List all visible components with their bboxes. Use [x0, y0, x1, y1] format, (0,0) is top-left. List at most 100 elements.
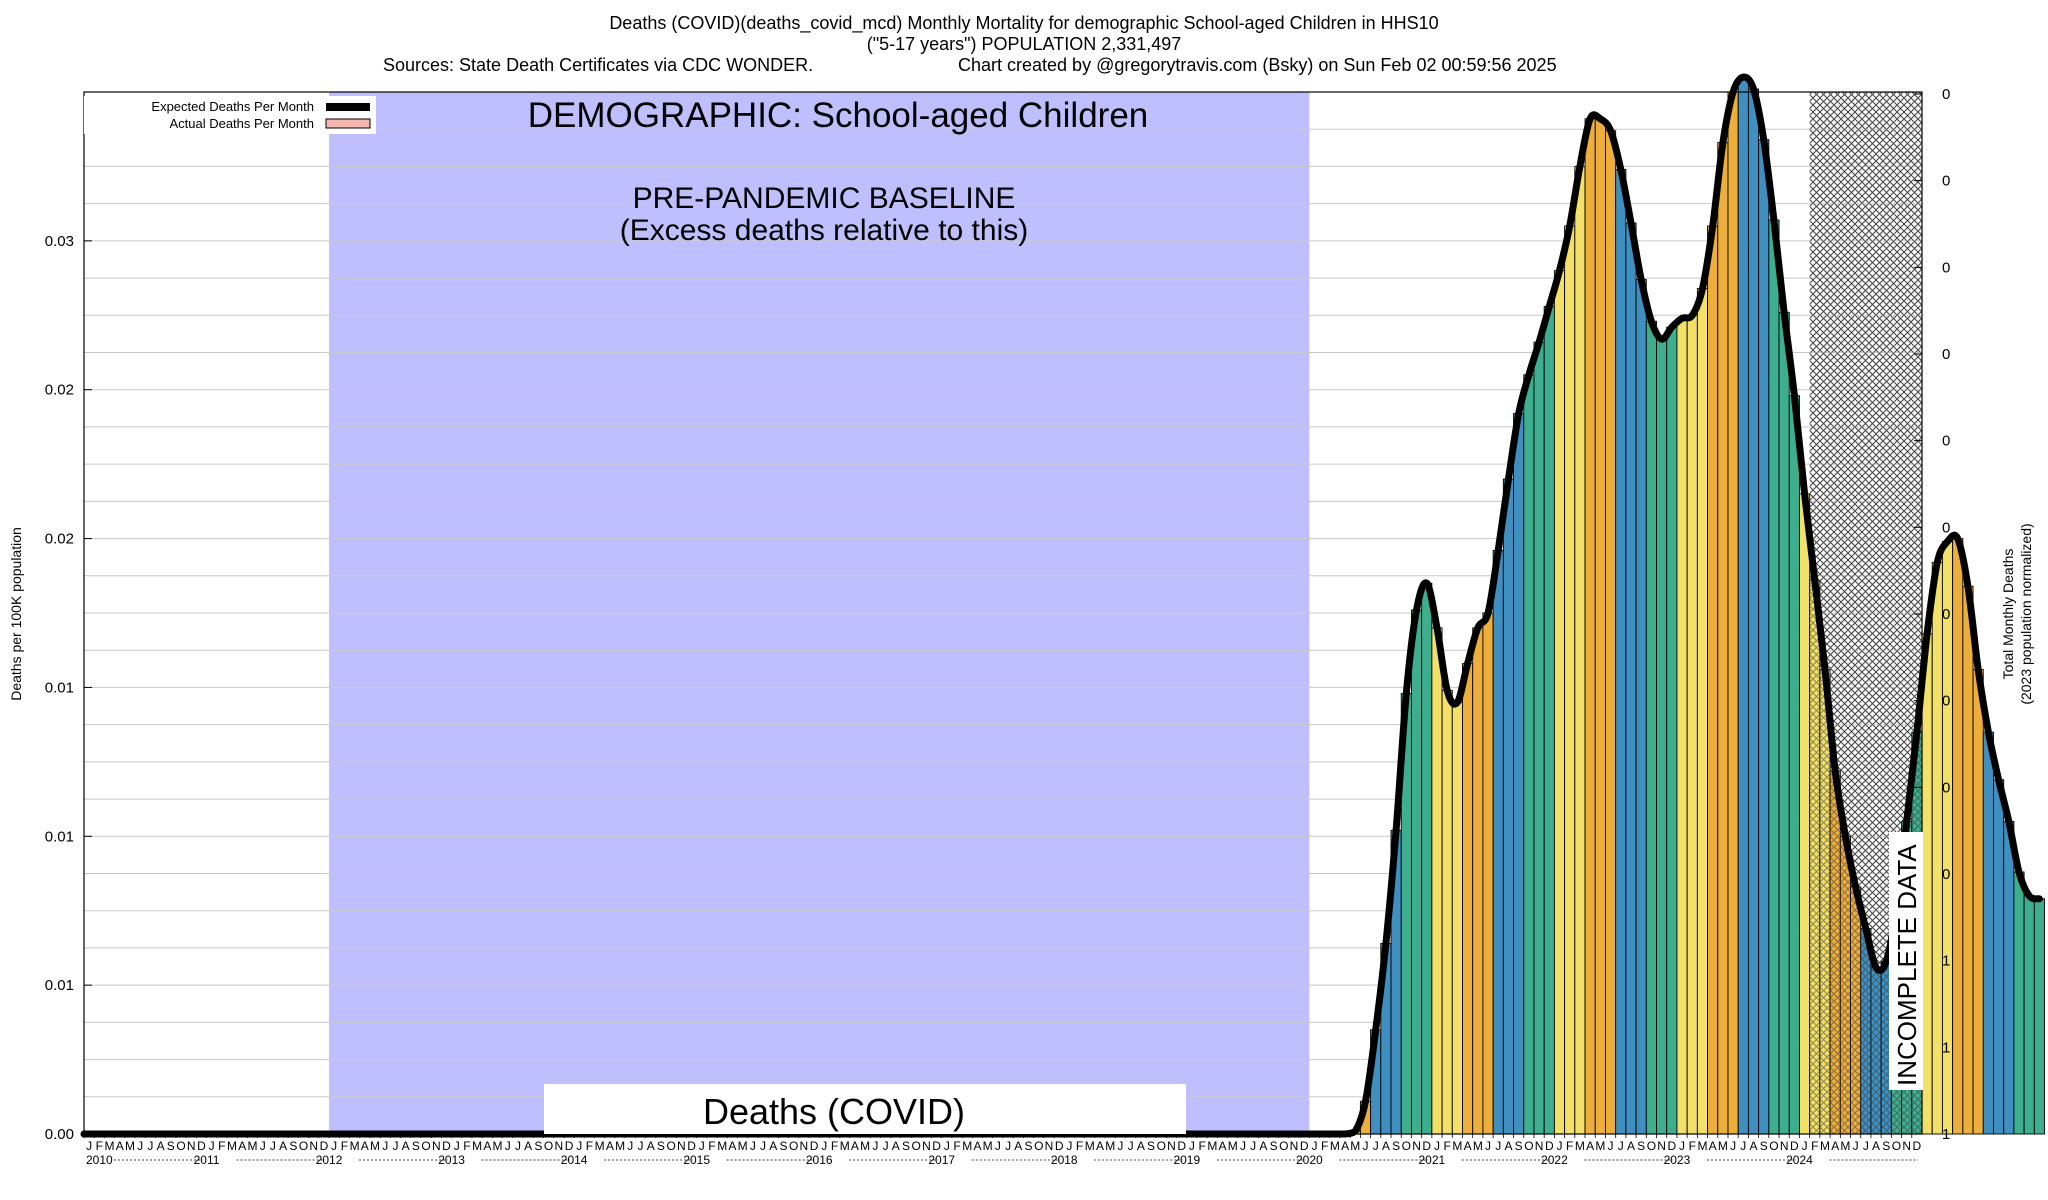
x-month-label: J	[1373, 1139, 1379, 1153]
x-month-label: M	[227, 1139, 237, 1153]
x-month-label: J	[515, 1139, 521, 1153]
x-month-label: S	[534, 1139, 542, 1153]
x-month-label: N	[1167, 1139, 1176, 1153]
x-month-label: O	[912, 1139, 921, 1153]
x-month-label: J	[1557, 1139, 1563, 1153]
x-year-label: 2012	[316, 1153, 343, 1167]
x-month-label: A	[892, 1139, 900, 1153]
data-bar	[2033, 898, 2045, 1135]
x-month-label: S	[1515, 1139, 1523, 1153]
x-month-label: F	[586, 1139, 593, 1153]
bars-layer	[1349, 76, 2045, 1135]
x-month-label: S	[167, 1139, 175, 1153]
data-bar	[2003, 820, 2015, 1135]
x-month-label: A	[238, 1139, 246, 1153]
data-bar	[1615, 168, 1627, 1135]
right-tick-label: 0	[1942, 86, 1950, 103]
data-bar	[1462, 663, 1474, 1135]
x-month-label: A	[1259, 1139, 1267, 1153]
x-month-label: S	[1147, 1139, 1155, 1153]
x-month-label: A	[1709, 1139, 1717, 1153]
x-month-label: S	[412, 1139, 420, 1153]
data-bar	[1594, 118, 1606, 1135]
right-tick-label: 0	[1942, 866, 1950, 883]
x-month-label: S	[1637, 1139, 1645, 1153]
incomplete-data-label: INCOMPLETE DATA	[1892, 844, 1922, 1086]
incomplete-label-group: INCOMPLETE DATA	[1889, 832, 1923, 1090]
x-month-label: M	[738, 1139, 748, 1153]
x-month-label: O	[789, 1139, 798, 1153]
data-bar	[1747, 88, 1760, 1135]
x-month-label: A	[1014, 1139, 1022, 1153]
x-month-label: A	[116, 1139, 124, 1153]
x-month-label: M	[860, 1139, 870, 1153]
x-month-label: O	[1034, 1139, 1043, 1153]
data-bar	[1717, 142, 1729, 1135]
cause-box-label: Deaths (COVID)	[703, 1091, 965, 1132]
x-month-label: M	[1473, 1139, 1483, 1153]
chart-credit: Chart created by @gregorytravis.com (Bsk…	[958, 55, 1557, 75]
x-month-label: J	[1485, 1139, 1491, 1153]
y-tick-label: 0.01	[45, 679, 74, 696]
data-bar	[1584, 118, 1596, 1135]
data-bar	[1666, 326, 1678, 1135]
x-month-label: N	[1290, 1139, 1299, 1153]
x-month-label: D	[442, 1139, 451, 1153]
data-bar	[1737, 76, 1749, 1135]
y-ticks-layer: 0.00 0.01 0.01 0.01 0.02 0.02 0.03	[45, 233, 92, 1143]
x-month-label: N	[1045, 1139, 1054, 1153]
data-bar	[1564, 225, 1576, 1135]
data-bar	[1758, 139, 1770, 1135]
x-month-label: S	[289, 1139, 297, 1153]
chart-title: Deaths (COVID)(deaths_covid_mcd) Monthly…	[609, 13, 1438, 34]
x-month-label: D	[320, 1139, 329, 1153]
x-month-label: M	[840, 1139, 850, 1153]
baseline-annotation-line2: (Excess deaths relative to this)	[620, 214, 1029, 247]
x-month-label: J	[760, 1139, 766, 1153]
x-month-label: S	[1392, 1139, 1400, 1153]
right-tick-label: 1	[1942, 953, 1950, 970]
x-month-label: M	[472, 1139, 482, 1153]
demographic-annotation: DEMOGRAPHIC: School-aged Children	[528, 96, 1149, 135]
x-month-label: M	[983, 1139, 993, 1153]
x-month-label: F	[218, 1139, 225, 1153]
x-month-label: J	[1362, 1139, 1368, 1153]
x-month-label: J	[1240, 1139, 1246, 1153]
x-month-label: D	[197, 1139, 206, 1153]
data-bar	[1472, 627, 1484, 1135]
x-month-label: N	[1535, 1139, 1544, 1153]
x-month-label: F	[96, 1139, 103, 1153]
x-month-label: M	[350, 1139, 360, 1153]
x-month-label: S	[657, 1139, 665, 1153]
y-tick-label: 0.01	[45, 828, 74, 845]
y-tick-label: 0.01	[45, 977, 74, 994]
x-year-label: 2017	[928, 1153, 955, 1167]
data-bar	[1645, 320, 1657, 1135]
x-month-label: J	[382, 1139, 388, 1153]
x-month-label: F	[1566, 1139, 1573, 1153]
data-bar	[1656, 338, 1668, 1135]
x-month-label: J	[331, 1139, 337, 1153]
x-month-label: A	[1341, 1139, 1349, 1153]
y-tick-label: 0.02	[45, 531, 74, 548]
x-month-label: M	[1452, 1139, 1462, 1153]
x-month-label: J	[627, 1139, 633, 1153]
x-month-label: M	[1575, 1139, 1585, 1153]
x-month-label: J	[209, 1139, 215, 1153]
chart-sources: Sources: State Death Certificates via CD…	[383, 55, 813, 75]
data-bar	[1431, 627, 1443, 1135]
x-month-label: O	[1157, 1139, 1166, 1153]
x-month-label: M	[1350, 1139, 1360, 1153]
x-month-label: M	[493, 1139, 503, 1153]
x-month-label: J	[454, 1139, 460, 1153]
x-month-label: O	[176, 1139, 185, 1153]
data-bar	[1492, 550, 1504, 1135]
data-bar	[1707, 225, 1719, 1135]
x-month-label: A	[769, 1139, 777, 1153]
x-month-label: J	[1863, 1139, 1869, 1153]
x-month-label: N	[1657, 1139, 1666, 1153]
legend-actual-label: Actual Deaths Per Month	[169, 116, 314, 131]
x-month-label: N	[1780, 1139, 1789, 1153]
x-month-label: S	[1760, 1139, 1768, 1153]
